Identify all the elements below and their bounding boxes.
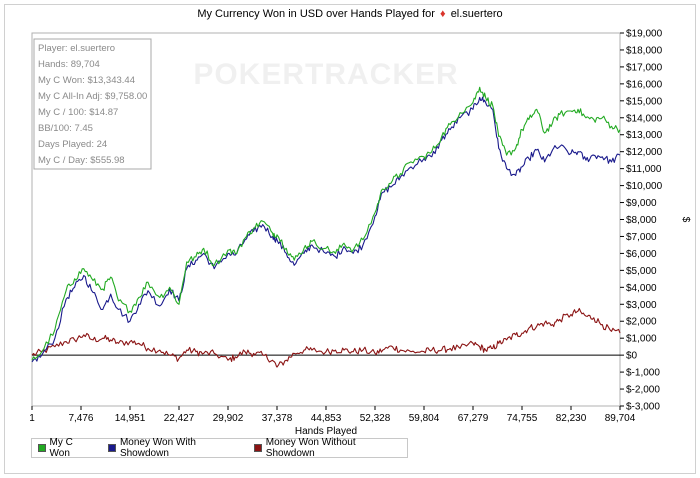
x-tick-label: 52,328 (360, 413, 391, 424)
x-tick-label: 37,378 (262, 413, 293, 424)
stats-days-played: Days Played: 24 (38, 139, 107, 150)
watermark-text: POKERTRACKER (193, 58, 458, 91)
stats-c-per-100: My C / 100: $14.87 (38, 107, 118, 118)
y-tick-label: $19,000 (626, 29, 663, 40)
legend-swatch-without-showdown (254, 444, 262, 452)
x-tick-label: 1 (29, 413, 35, 424)
y-tick-label: $14,000 (626, 113, 663, 124)
y-tick-label: $0 (626, 351, 638, 362)
legend-item-with-showdown[interactable]: Money Won With Showdown (108, 437, 238, 459)
y-tick-label: $3,000 (626, 300, 657, 311)
x-tick-label: 29,902 (213, 413, 244, 424)
legend-item-without-showdown[interactable]: Money Won Without Showdown (254, 437, 397, 459)
series-line-0 (31, 86, 621, 361)
x-tick-label: 22,427 (164, 413, 195, 424)
y-tick-label: $-3,000 (626, 402, 660, 413)
stats-player: Player: el.suertero (38, 43, 115, 54)
x-tick-label: 59,804 (409, 413, 440, 424)
pokertracker-flame-icon: ♦ (440, 8, 446, 20)
legend-label-without-showdown: Money Won Without Showdown (265, 437, 356, 459)
y-tick-label: $17,000 (626, 62, 663, 73)
series-line-1 (31, 96, 621, 363)
x-tick-label: 44,853 (311, 413, 342, 424)
x-tick-label: 14,951 (115, 413, 146, 424)
y-tick-label: $1,000 (626, 334, 657, 345)
stats-box (33, 38, 152, 170)
y-tick-label: $6,000 (626, 249, 657, 260)
y-tick-label: $4,000 (626, 283, 657, 294)
x-tick-label: 67,279 (458, 413, 489, 424)
y-tick-label: $11,000 (626, 164, 662, 175)
x-tick-label: 89,704 (605, 413, 636, 424)
series-line-2 (31, 307, 621, 368)
y-tick-label: $12,000 (626, 147, 663, 158)
x-tick-label: 74,755 (507, 413, 538, 424)
y-tick-label: $7,000 (626, 232, 657, 243)
y-tick-label: $8,000 (626, 215, 657, 226)
x-tick-label: 7,476 (68, 413, 93, 424)
y-tick-label: $13,000 (626, 130, 663, 141)
y-tick-label: $18,000 (626, 45, 663, 56)
y-tick-label: $9,000 (626, 198, 657, 209)
x-axis-label: Hands Played (295, 426, 357, 437)
stats-bb-per-100: BB/100: 7.45 (38, 123, 93, 134)
legend: My C Won Money Won With Showdown Money W… (31, 437, 408, 459)
y-tick-label: $16,000 (626, 79, 663, 90)
y-tick-label: $10,000 (626, 181, 663, 192)
y-tick-label: $-2,000 (626, 385, 660, 396)
legend-swatch-with-showdown (108, 444, 116, 452)
stats-c-won: My C Won: $13,343.44 (38, 75, 135, 86)
stats-allin-adj: My C All-In Adj: $9,758.00 (38, 91, 147, 102)
y-tick-label: $5,000 (626, 266, 657, 277)
y-tick-label: $-1,000 (626, 368, 660, 379)
y-axis-label: $ (680, 217, 691, 223)
chart-title-player: el.suertero (450, 8, 503, 20)
y-tick-label: $2,000 (626, 317, 657, 328)
x-tick-label: 82,230 (556, 413, 587, 424)
legend-label-c-won: My C Won (49, 437, 73, 459)
legend-swatch-c-won (38, 444, 46, 452)
y-tick-label: $15,000 (626, 96, 663, 107)
chart-title-text: My Currency Won in USD over Hands Played… (197, 8, 435, 20)
legend-label-with-showdown: Money Won With Showdown (119, 437, 196, 459)
chart-title: My Currency Won in USD over Hands Played… (0, 8, 700, 20)
legend-item-c-won[interactable]: My C Won (38, 437, 92, 459)
stats-hands: Hands: 89,704 (38, 59, 100, 70)
stats-c-per-day: My C / Day: $555.98 (38, 155, 125, 166)
